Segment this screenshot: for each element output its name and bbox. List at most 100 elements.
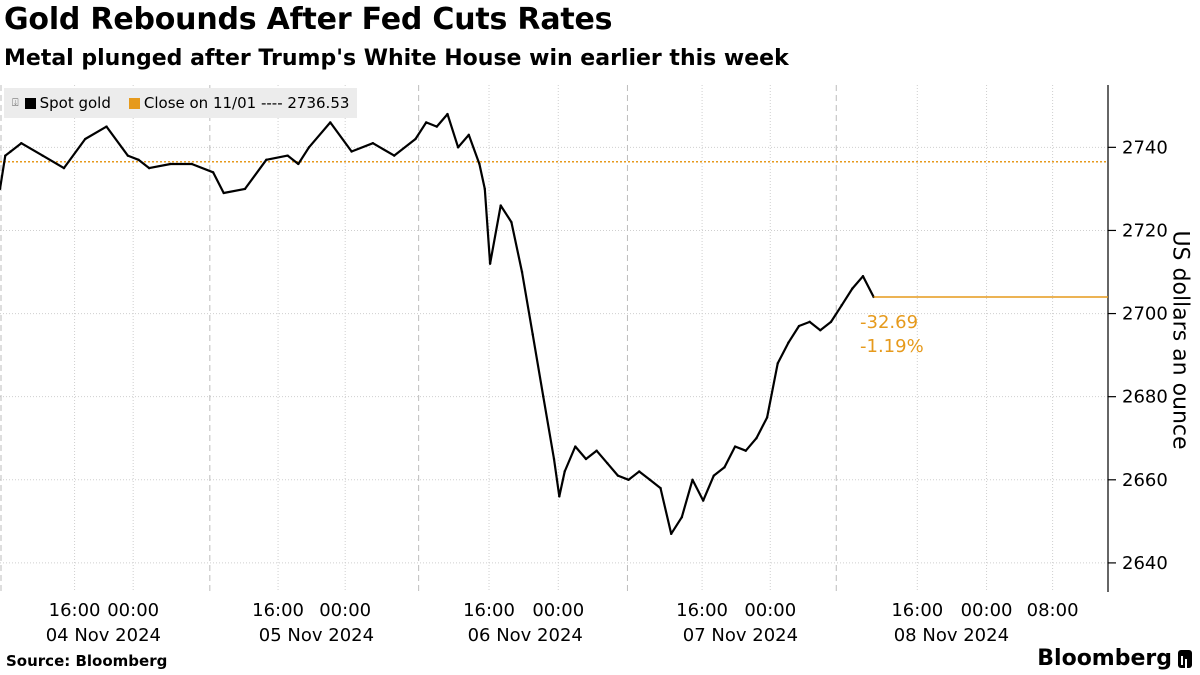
chart-title: Gold Rebounds After Fed Cuts Rates <box>4 2 613 37</box>
data-point <box>595 449 598 452</box>
bloomberg-mark-icon <box>1178 649 1192 668</box>
data-point <box>627 478 630 481</box>
pct-annotation: -1.19% <box>860 336 924 357</box>
legend-handle-icon: ⍗ <box>12 96 19 109</box>
data-point <box>329 121 332 124</box>
y-tick-label: 2740 <box>1122 137 1168 158</box>
x-date-label: 05 Nov 2024 <box>259 625 374 646</box>
data-point <box>126 154 130 157</box>
chart-subtitle: Metal plunged after Trump's White House … <box>4 46 789 71</box>
y-tick-label: 2640 <box>1122 553 1168 574</box>
data-point <box>350 150 353 153</box>
data-point <box>392 154 396 157</box>
data-point <box>4 154 7 157</box>
x-date-label: 07 Nov 2024 <box>683 625 798 646</box>
x-tick-label: 00:00 <box>107 600 159 621</box>
x-date-label: 06 Nov 2024 <box>468 625 583 646</box>
series-line-spot-gold <box>0 113 875 535</box>
x-date-label: 04 Nov 2024 <box>46 625 161 646</box>
data-point <box>584 457 588 461</box>
data-point <box>41 154 44 157</box>
data-point <box>424 121 428 124</box>
legend-swatch-orange <box>128 97 140 109</box>
x-tick-label: 00:00 <box>532 600 584 621</box>
x-tick-label: 08:00 <box>1027 600 1079 621</box>
data-point <box>414 137 417 141</box>
x-tick-label: 00:00 <box>744 600 796 621</box>
x-tick-label: 16:00 <box>49 600 101 621</box>
data-point <box>137 158 140 162</box>
data-point <box>190 162 193 166</box>
data-point <box>616 474 620 477</box>
data-point <box>0 187 2 191</box>
y-tick-label: 2660 <box>1122 470 1168 491</box>
brand-name: Bloomberg <box>1037 646 1172 671</box>
data-point <box>797 324 801 328</box>
data-point <box>648 478 652 481</box>
data-point <box>371 141 375 145</box>
x-date-label: 08 Nov 2024 <box>894 625 1009 646</box>
legend-item-close: Close on 11/01 ---- 2736.53 <box>128 94 349 112</box>
data-point <box>776 362 779 365</box>
data-point <box>499 204 502 207</box>
data-point <box>669 532 673 536</box>
data-point <box>861 274 865 278</box>
data-point <box>680 515 684 519</box>
x-tick-label: 16:00 <box>252 600 304 621</box>
y-axis-label: US dollars an ounce <box>1167 230 1193 450</box>
x-tick-label: 00:00 <box>319 600 371 621</box>
x-tick-label: 16:00 <box>676 600 728 621</box>
data-point <box>755 437 758 440</box>
data-point <box>606 461 609 465</box>
data-point <box>712 474 716 477</box>
data-point <box>829 320 833 324</box>
data-point <box>723 466 726 469</box>
data-point <box>819 328 822 332</box>
data-point <box>222 191 225 195</box>
y-tick-label: 2700 <box>1122 304 1168 325</box>
x-tick-label: 16:00 <box>463 600 515 621</box>
chart-legend: ⍗ Spot gold Close on 11/01 ---- 2736.53 <box>4 88 358 118</box>
data-point <box>84 137 87 141</box>
data-point <box>733 445 737 448</box>
data-point <box>467 133 470 137</box>
bloomberg-logo: Bloomberg <box>1037 646 1192 671</box>
legend-label-spot-gold: Spot gold <box>39 94 111 112</box>
data-point <box>558 495 561 498</box>
data-point <box>456 146 460 149</box>
legend-item-spot-gold: Spot gold <box>24 94 111 112</box>
data-point <box>542 395 545 398</box>
data-point <box>563 470 566 473</box>
source-note: Source: Bloomberg <box>6 652 168 670</box>
data-point <box>765 416 769 419</box>
data-point <box>520 270 524 274</box>
data-point <box>808 320 811 324</box>
data-point <box>435 125 439 128</box>
data-point <box>787 341 790 344</box>
data-point <box>531 333 534 336</box>
data-point <box>20 141 23 145</box>
change-annotation: -32.69 <box>860 312 919 333</box>
y-tick-label: 2680 <box>1122 387 1168 408</box>
data-point <box>840 304 843 307</box>
data-point <box>307 146 311 149</box>
data-point <box>552 457 556 461</box>
data-point <box>243 187 247 191</box>
y-tick-label: 2720 <box>1122 220 1168 241</box>
data-point <box>510 220 513 224</box>
data-point <box>701 499 705 502</box>
data-point <box>211 171 215 174</box>
data-point <box>62 166 66 170</box>
data-point <box>147 166 151 170</box>
x-tick-label: 00:00 <box>961 600 1013 621</box>
data-point <box>265 158 268 162</box>
data-point <box>446 112 449 116</box>
data-point <box>574 445 577 448</box>
data-point <box>483 187 486 191</box>
data-point <box>744 449 747 452</box>
data-point <box>286 154 289 157</box>
legend-swatch-black <box>24 97 36 109</box>
data-point <box>638 470 641 473</box>
data-point <box>659 486 662 490</box>
